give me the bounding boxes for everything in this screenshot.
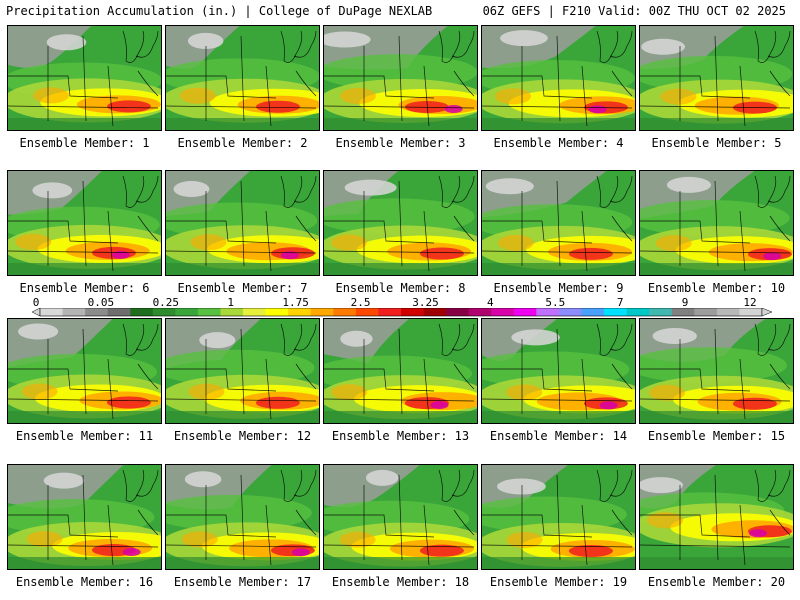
ensemble-member-label: Ensemble Member: 9 — [493, 281, 624, 295]
legend-tick-label: 5.5 — [545, 296, 566, 309]
legend-colorbar — [31, 308, 773, 317]
legend-tick-label: 0.25 — [152, 296, 180, 309]
ensemble-member-label: Ensemble Member: 14 — [489, 429, 628, 443]
ensemble-member-label: Ensemble Member: 18 — [331, 575, 470, 589]
ensemble-member-map — [639, 25, 794, 131]
ensemble-member-map — [165, 25, 320, 131]
ensemble-member-map — [7, 318, 162, 424]
legend-tick-label: 9 — [681, 296, 689, 309]
ensemble-member-label: Ensemble Member: 15 — [647, 429, 786, 443]
ensemble-member-map — [323, 25, 478, 131]
ensemble-member-map — [639, 464, 794, 570]
legend-tick-label: 1 — [227, 296, 235, 309]
ensemble-member-map — [481, 170, 636, 276]
ensemble-member-map — [7, 170, 162, 276]
precip-legend: 0 0.05 0.25 1 1.75 2.5 3.25 4 5.5 7 9 12 — [0, 296, 800, 318]
ensemble-member-map — [7, 25, 162, 131]
ensemble-member-map — [165, 318, 320, 424]
ensemble-member-label: Ensemble Member: 20 — [647, 575, 786, 589]
legend-tick-label: 2.5 — [350, 296, 371, 309]
legend-tick-label: 3.25 — [412, 296, 439, 309]
ensemble-member-label: Ensemble Member: 11 — [15, 429, 154, 443]
ensemble-member-label: Ensemble Member: 13 — [331, 429, 470, 443]
ensemble-member-map — [639, 170, 794, 276]
ensemble-member-map — [481, 318, 636, 424]
ensemble-member-label: Ensemble Member: 3 — [335, 136, 466, 150]
legend-tick-label: 0 — [32, 296, 40, 309]
ensemble-member-label: Ensemble Member: 12 — [173, 429, 312, 443]
ensemble-member-map — [481, 25, 636, 131]
ensemble-member-map — [639, 318, 794, 424]
ensemble-member-label: Ensemble Member: 10 — [647, 281, 786, 295]
ensemble-member-label: Ensemble Member: 2 — [177, 136, 308, 150]
legend-tick-label: 12 — [743, 296, 757, 309]
ensemble-member-map — [165, 464, 320, 570]
legend-tick-label: 1.75 — [282, 296, 309, 309]
legend-tick-label: 7 — [616, 296, 624, 309]
ensemble-member-label: Ensemble Member: 8 — [335, 281, 466, 295]
ensemble-member-label: Ensemble Member: 7 — [177, 281, 308, 295]
header: Precipitation Accumulation (in.) | Colle… — [0, 4, 800, 22]
ensemble-member-label: Ensemble Member: 16 — [15, 575, 154, 589]
product-title: Precipitation Accumulation (in.) | Colle… — [6, 4, 433, 18]
ensemble-member-map — [165, 170, 320, 276]
ensemble-member-map — [323, 170, 478, 276]
ensemble-member-label: Ensemble Member: 1 — [19, 136, 150, 150]
ensemble-member-map — [323, 464, 478, 570]
model-valid-time: 06Z GEFS | F210 Valid: 00Z THU OCT 02 20… — [482, 4, 786, 18]
ensemble-member-label: Ensemble Member: 5 — [651, 136, 782, 150]
ensemble-member-map — [7, 464, 162, 570]
legend-tick-label: 4 — [487, 296, 494, 309]
ensemble-member-map — [323, 318, 478, 424]
ensemble-member-label: Ensemble Member: 4 — [493, 136, 624, 150]
ensemble-member-map — [481, 464, 636, 570]
ensemble-member-label: Ensemble Member: 17 — [173, 575, 312, 589]
ensemble-member-label: Ensemble Member: 6 — [19, 281, 150, 295]
ensemble-member-label: Ensemble Member: 19 — [489, 575, 628, 589]
legend-tick-label: 0.05 — [87, 296, 115, 309]
